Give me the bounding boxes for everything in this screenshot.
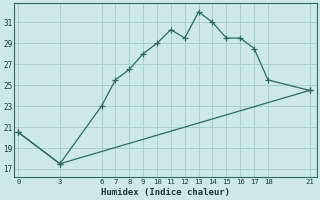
X-axis label: Humidex (Indice chaleur): Humidex (Indice chaleur)	[101, 188, 230, 197]
